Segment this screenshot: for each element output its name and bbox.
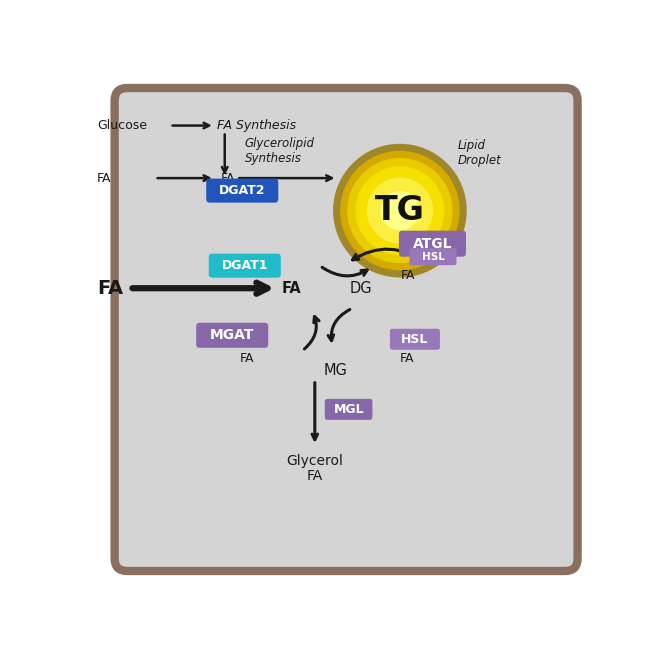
Circle shape: [356, 167, 444, 254]
Text: DGAT1: DGAT1: [222, 259, 268, 272]
FancyBboxPatch shape: [115, 88, 578, 571]
Text: MGL: MGL: [333, 403, 364, 416]
Circle shape: [381, 192, 419, 229]
Circle shape: [341, 151, 459, 270]
Text: FA: FA: [240, 352, 255, 365]
Circle shape: [367, 178, 432, 243]
Circle shape: [334, 144, 466, 277]
Text: Glucose: Glucose: [97, 119, 147, 132]
Text: FA: FA: [97, 172, 112, 185]
Text: Glycerol: Glycerol: [287, 454, 343, 468]
FancyBboxPatch shape: [390, 329, 440, 350]
Text: FA Synthesis: FA Synthesis: [217, 119, 297, 132]
Text: Glycerolipid
Synthesis: Glycerolipid Synthesis: [244, 136, 315, 164]
Text: FA: FA: [221, 172, 236, 185]
Text: Lipid
Droplet: Lipid Droplet: [458, 139, 501, 167]
Text: TG: TG: [375, 194, 425, 227]
Text: ATGL: ATGL: [413, 237, 452, 251]
Text: FA: FA: [97, 279, 123, 298]
Text: DGAT2: DGAT2: [219, 184, 265, 197]
Text: MGAT: MGAT: [210, 328, 255, 343]
FancyBboxPatch shape: [206, 179, 279, 203]
Text: MG: MG: [324, 363, 348, 378]
Text: FA: FA: [281, 281, 301, 296]
FancyBboxPatch shape: [399, 231, 466, 257]
Text: HSL: HSL: [422, 252, 444, 262]
Text: FA: FA: [307, 469, 323, 483]
FancyBboxPatch shape: [208, 254, 281, 278]
Text: HSL: HSL: [401, 333, 429, 346]
Text: FA: FA: [401, 268, 415, 281]
Text: DG: DG: [350, 281, 373, 296]
FancyBboxPatch shape: [196, 323, 269, 348]
Circle shape: [348, 159, 452, 263]
FancyBboxPatch shape: [409, 248, 456, 265]
FancyBboxPatch shape: [325, 399, 372, 420]
Text: FA: FA: [399, 352, 414, 365]
